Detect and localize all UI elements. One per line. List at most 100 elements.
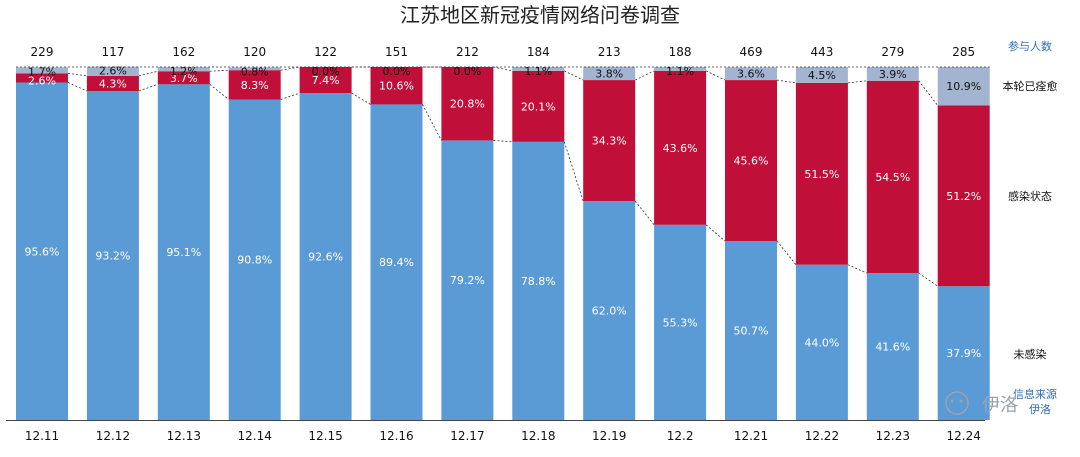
connector-line	[635, 70, 655, 81]
connector-line	[705, 70, 726, 81]
bar-value-label: 90.8%	[237, 254, 272, 267]
bar-value-label: 54.5%	[875, 171, 910, 184]
legend-item: 感染状态	[1008, 189, 1052, 203]
x-tick-label: 12.11	[25, 429, 59, 443]
bar-segment-recovered	[725, 67, 777, 81]
bar-value-label: 10.6%	[379, 80, 414, 93]
bar-segment-recovered	[228, 67, 281, 71]
bar-segment-uninfected	[16, 82, 68, 421]
participant-count-label: 120	[243, 45, 266, 59]
connector-line	[67, 82, 88, 92]
bar-segment-infected	[583, 80, 636, 202]
bar-segment-infected	[370, 67, 423, 105]
wechat-icon-eye	[959, 399, 963, 403]
participant-count-label: 229	[31, 45, 54, 59]
connector-line	[493, 140, 513, 143]
x-tick-label: 12.19	[592, 429, 626, 443]
bar-value-label: 3.9%	[879, 68, 907, 81]
bar-segment-infected	[299, 67, 352, 94]
connector-line	[776, 79, 796, 84]
bar-segment-infected	[795, 82, 848, 265]
bar-value-label: 95.6%	[25, 245, 60, 258]
brand-watermark: 伊洛	[982, 395, 1018, 416]
connector-line	[67, 72, 87, 77]
source-name: 伊洛	[1029, 402, 1051, 416]
bar-value-label: 7.4%	[312, 74, 340, 87]
connector-line	[209, 83, 229, 100]
connector-line	[776, 240, 797, 265]
bar-value-label: 93.2%	[95, 250, 130, 263]
bar-value-label: 3.8%	[595, 67, 623, 80]
connector-line	[705, 224, 726, 242]
bar-segment-uninfected	[725, 241, 777, 420]
bar-segment-recovered	[157, 67, 210, 72]
x-tick-label: 12.12	[96, 429, 130, 443]
connector-line	[493, 66, 513, 72]
bar-value-label: 50.7%	[734, 325, 769, 338]
bar-value-label: 43.6%	[663, 142, 698, 155]
connector-line	[634, 200, 655, 226]
bar-segment-uninfected	[228, 99, 281, 420]
participant-count-label: 151	[385, 45, 408, 59]
bar-segment-infected	[16, 73, 68, 83]
connector-line	[280, 66, 300, 71]
bar-value-label: 79.2%	[450, 274, 485, 287]
bar-segment-uninfected	[512, 141, 565, 420]
x-tick-label: 12.14	[238, 429, 272, 443]
connector-line	[209, 69, 229, 72]
bar-value-label: 44.0%	[804, 336, 839, 349]
bar-value-label: 0.0%	[383, 65, 411, 78]
bar-value-label: 55.3%	[663, 316, 698, 329]
bar-value-label: 41.6%	[875, 341, 910, 354]
wechat-icon-eye	[950, 399, 954, 403]
bar-value-label: 89.4%	[379, 256, 414, 269]
legend-item: 本轮已痊愈	[1003, 79, 1058, 93]
bar-value-label: 1.2%	[170, 65, 198, 78]
x-tick-label: 12.22	[805, 429, 839, 443]
bar-value-label: 3.6%	[737, 68, 765, 81]
bar-segment-recovered	[866, 67, 919, 81]
connector-line	[280, 92, 300, 100]
x-tick-label: 12.23	[876, 429, 910, 443]
x-tick-label: 12.13	[167, 429, 201, 443]
bar-segment-recovered	[16, 67, 68, 74]
bar-segment-recovered	[654, 67, 707, 71]
labels-layer: 95.6%2.6%1.7%22912.1193.2%4.3%2.6%11712.…	[25, 45, 982, 443]
participant-count-label: 122	[314, 45, 337, 59]
bar-segment-recovered	[583, 66, 636, 81]
bar-segment-uninfected	[654, 224, 707, 420]
connector-lines	[16, 66, 990, 287]
participant-count-label: 184	[527, 45, 550, 59]
bar-value-label: 20.1%	[521, 100, 556, 113]
x-tick-label: 12.24	[947, 429, 981, 443]
bars-layer	[6, 66, 990, 421]
participant-count-label: 469	[740, 45, 763, 59]
bar-value-label: 0.0%	[453, 65, 481, 78]
connector-line	[138, 83, 158, 92]
participant-count-label: 213	[598, 45, 621, 59]
connector-line	[422, 104, 442, 141]
bar-value-label: 0.0%	[312, 65, 340, 78]
x-tick-label: 12.15	[308, 429, 342, 443]
bar-segment-infected	[937, 105, 990, 287]
x-tick-label: 12.21	[734, 429, 768, 443]
bar-value-label: 4.3%	[99, 77, 127, 90]
bar-value-label: 51.5%	[804, 168, 839, 181]
bar-value-label: 1.1%	[666, 65, 694, 78]
participant-count-label: 117	[101, 45, 124, 59]
bar-segment-recovered	[795, 67, 848, 83]
connector-line	[563, 141, 584, 202]
bar-segment-recovered	[512, 67, 565, 71]
wechat-icon	[945, 391, 969, 415]
connector-line	[564, 70, 584, 81]
bar-segment-uninfected	[795, 264, 848, 420]
bar-value-label: 95.1%	[166, 246, 201, 259]
bar-value-label: 34.3%	[592, 135, 627, 148]
legend-item: 未感染	[1014, 347, 1047, 361]
bar-value-label: 62.0%	[592, 305, 627, 318]
bar-value-label: 51.2%	[946, 190, 981, 203]
